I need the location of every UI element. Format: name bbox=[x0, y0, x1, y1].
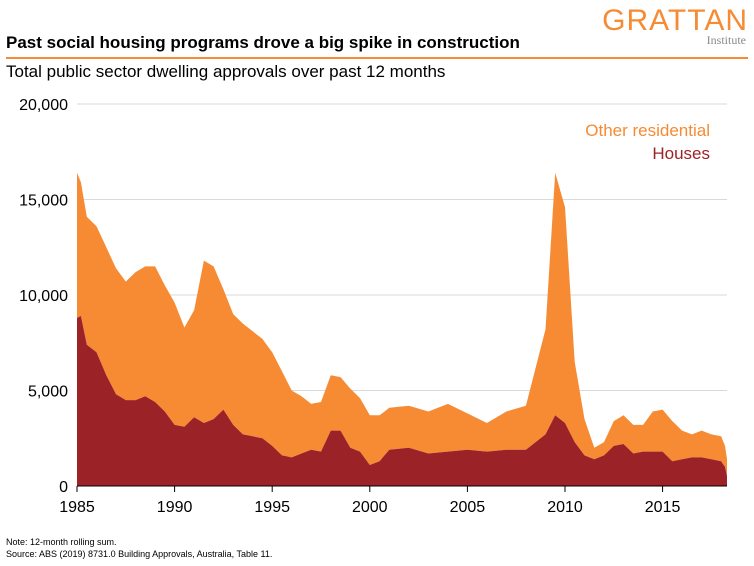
x-tick-label: 2000 bbox=[352, 499, 388, 516]
logo-wordmark: GRATTAN bbox=[602, 4, 748, 37]
chart-subtitle: Total public sector dwelling approvals o… bbox=[6, 62, 446, 81]
legend-houses: Houses bbox=[652, 144, 710, 163]
x-tick-label: 1985 bbox=[59, 499, 95, 516]
grattan-logo: GRATTAN Institute bbox=[602, 6, 748, 47]
x-tick-label: 2005 bbox=[450, 499, 486, 516]
chart-title: Past social housing programs drove a big… bbox=[6, 33, 520, 52]
logo-subtext: Institute bbox=[706, 33, 746, 47]
x-tick-label: 1990 bbox=[157, 499, 193, 516]
chart-source: Source: ABS (2019) 8731.0 Building Appro… bbox=[6, 549, 273, 559]
title-divider bbox=[6, 57, 748, 59]
x-tick-label: 2010 bbox=[547, 499, 583, 516]
houses-area bbox=[77, 316, 727, 486]
y-tick-label: 20,000 bbox=[19, 97, 68, 114]
y-tick-label: 15,000 bbox=[19, 193, 68, 210]
x-tick-label: 1995 bbox=[254, 499, 290, 516]
x-tick-label: 2015 bbox=[645, 499, 681, 516]
y-tick-label: 10,000 bbox=[19, 288, 68, 305]
chart-note: Note: 12-month rolling sum. bbox=[6, 537, 117, 547]
y-tick-label: 5,000 bbox=[28, 384, 68, 401]
y-tick-label: 0 bbox=[59, 479, 68, 496]
legend-other-residential: Other residential bbox=[585, 121, 710, 140]
other-residential-area bbox=[77, 172, 727, 477]
